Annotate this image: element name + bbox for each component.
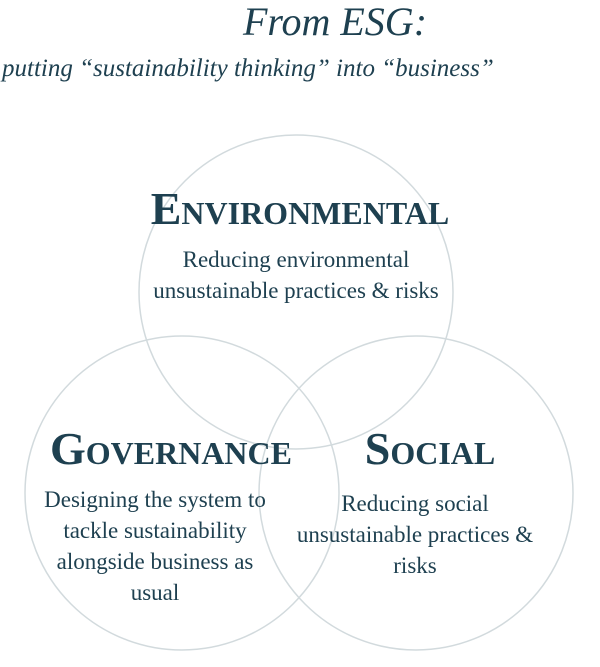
governance-description: Designing the system to tackle sustainab… [44, 487, 266, 605]
social-circle [258, 335, 574, 651]
environmental-heading: Environmental [150, 183, 450, 234]
diagram-subtitle: putting “sustainability thinking” into “… [2, 55, 494, 82]
governance-circle [24, 335, 340, 651]
environmental-description: Reducing environmental unsustainable pra… [153, 247, 439, 303]
social-description: Reducing social unsustainable practices … [296, 491, 534, 578]
social-heading: Social [364, 423, 496, 474]
environmental-circle [138, 134, 454, 450]
governance-heading: Governance [49, 423, 292, 474]
diagram-title: From ESG: [242, 0, 428, 44]
